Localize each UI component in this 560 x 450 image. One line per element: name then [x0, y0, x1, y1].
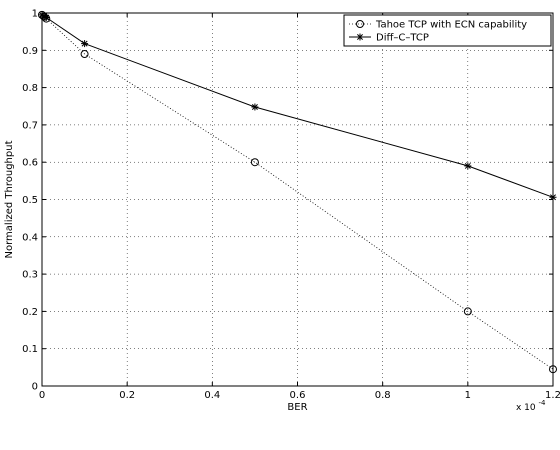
y-tick-label: 1 — [32, 9, 38, 20]
series-2 — [38, 11, 557, 201]
x-tick-label: 1.2 — [545, 390, 560, 401]
legend-marker-star — [356, 33, 364, 41]
data-point-star — [549, 193, 557, 201]
axis-ticks: 0 0.2 0.4 0.6 0.8 1 1.2 0 0.1 0.2 0.3 0.4 0.5 0.6 0.7 0… — [22, 9, 560, 402]
x-tick-label: 0.6 — [290, 390, 306, 401]
x-axis-multiplier: x 10 -4 — [516, 399, 546, 413]
star-stroke — [550, 194, 556, 201]
data-point-star — [81, 40, 89, 48]
legend: Tahoe TCP with ECN capability Diff–C–TCP — [343, 14, 552, 47]
y-tick-label: 0.9 — [22, 46, 38, 57]
x-axis-multiplier-exponent: -4 — [539, 399, 547, 407]
y-tick-label: 0.4 — [22, 232, 38, 243]
y-axis-label: Normalized Throughput — [4, 140, 15, 258]
y-tick-label: 0.1 — [22, 344, 38, 355]
star-stroke — [464, 162, 471, 169]
x-tick-label: 0.2 — [119, 390, 135, 401]
y-tick-label: 0.2 — [22, 307, 38, 318]
x-tick-label: 0 — [39, 390, 45, 401]
data-point-star — [464, 162, 472, 170]
data-point-circle — [80, 50, 89, 59]
data-point-circle — [463, 307, 472, 316]
data-point-star — [42, 13, 50, 21]
y-tick-label: 0.7 — [22, 120, 38, 131]
y-tick-label: 0 — [32, 382, 38, 393]
x-tick-label: 1 — [465, 390, 471, 401]
legend-label: Tahoe TCP with ECN capability — [375, 20, 527, 31]
data-point-circle — [250, 158, 259, 167]
legend-box — [343, 14, 552, 47]
series-line — [41, 14, 554, 370]
x-tick-label: 0.4 — [204, 390, 220, 401]
y-tick-label: 0.8 — [22, 83, 38, 94]
y-tick-label: 0.3 — [22, 270, 38, 281]
star-stroke — [81, 40, 88, 47]
legend-label: Diff–C–TCP — [376, 33, 429, 44]
legend-marker-circle — [356, 20, 364, 28]
star-stroke — [43, 14, 50, 21]
x-axis-multiplier-base: x 10 — [516, 403, 536, 413]
star-stroke — [357, 34, 363, 40]
x-axis-label: BER — [287, 402, 307, 413]
data-point-star — [251, 103, 259, 111]
series-layer — [38, 10, 557, 374]
data-point-circle — [549, 365, 557, 374]
y-tick-label: 0.5 — [22, 195, 38, 206]
y-tick-label: 0.6 — [22, 158, 38, 169]
x-tick-label: 0.8 — [375, 390, 391, 401]
star-stroke — [251, 104, 258, 110]
grid-lines — [41, 12, 554, 387]
